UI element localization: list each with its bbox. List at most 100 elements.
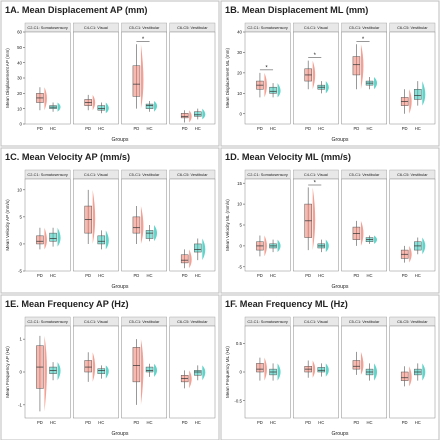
facet-area bbox=[24, 31, 71, 125]
x-tick-label: HC bbox=[195, 126, 201, 131]
x-tick-label: PD bbox=[182, 273, 188, 278]
facet-area bbox=[389, 325, 436, 419]
x-tick-label: HC bbox=[50, 420, 56, 425]
y-tick-label: 10 bbox=[17, 106, 22, 111]
hc-density bbox=[105, 102, 109, 114]
hc-density bbox=[57, 362, 61, 381]
x-tick-label: PD bbox=[257, 420, 263, 425]
x-tick-label: HC bbox=[98, 273, 104, 278]
x-tick-label: HC bbox=[270, 126, 276, 131]
facet-label: C6-C5: Vestibular bbox=[397, 172, 428, 177]
y-axis-label: Mean Displacement ML (mm) bbox=[225, 47, 230, 108]
facet-area bbox=[169, 31, 216, 125]
x-tick-label: PD bbox=[305, 126, 311, 131]
x-tick-label: HC bbox=[98, 126, 104, 131]
hc-density bbox=[154, 101, 158, 112]
x-tick-label: HC bbox=[415, 126, 421, 131]
facet-label: C5-C1: Vestibular bbox=[349, 319, 380, 324]
hc-box bbox=[97, 105, 106, 111]
panel-2: 1B. Mean Displacement ML (mm) Mean Displa… bbox=[220, 0, 440, 147]
facet-label: C6-C5: Vestibular bbox=[177, 319, 208, 324]
y-tick-label: 30 bbox=[237, 50, 242, 55]
pd-density bbox=[264, 72, 267, 98]
hc-density bbox=[277, 83, 281, 98]
pd-density bbox=[92, 189, 96, 244]
facet-area bbox=[121, 31, 167, 125]
hc-density bbox=[202, 238, 206, 261]
facet-area bbox=[341, 178, 387, 272]
x-tick-label: PD bbox=[85, 126, 91, 131]
x-tick-label: HC bbox=[50, 273, 56, 278]
pd-density bbox=[44, 87, 47, 111]
x-tick-label: HC bbox=[147, 420, 153, 425]
x-tick-label: PD bbox=[37, 273, 43, 278]
x-tick-label: HC bbox=[367, 126, 373, 131]
hc-density bbox=[105, 365, 109, 379]
x-axis-label: Groups bbox=[331, 137, 348, 143]
facet-label: C2-C1: Somatosensory bbox=[27, 319, 67, 324]
facet-area bbox=[293, 325, 339, 419]
x-tick-label: HC bbox=[367, 273, 373, 278]
pd-density bbox=[360, 220, 364, 246]
facet-area bbox=[169, 325, 216, 419]
pd-density bbox=[189, 110, 192, 123]
hc-density bbox=[325, 81, 329, 94]
significance-star: * bbox=[362, 37, 365, 43]
panel-1: 1A. Mean Displacement AP (mm) Mean Displa… bbox=[0, 0, 220, 147]
pd-box bbox=[36, 235, 44, 245]
hc-density bbox=[422, 363, 426, 381]
x-tick-label: HC bbox=[367, 420, 373, 425]
facet-label: C5-C1: Vestibular bbox=[129, 319, 160, 324]
hc-box bbox=[194, 111, 202, 117]
hc-box bbox=[145, 103, 154, 109]
x-tick-label: PD bbox=[182, 126, 188, 131]
hc-box bbox=[97, 235, 106, 245]
x-tick-label: HC bbox=[270, 420, 276, 425]
x-tick-label: HC bbox=[270, 273, 276, 278]
x-tick-label: HC bbox=[50, 126, 56, 131]
x-tick-label: PD bbox=[354, 420, 360, 425]
facet-label: C4-C1: Visual bbox=[84, 319, 108, 324]
y-axis-label: Mean Displacement AP (mm) bbox=[5, 48, 10, 108]
x-tick-label: PD bbox=[305, 420, 311, 425]
pd-box bbox=[400, 371, 409, 381]
y-tick-label: 40 bbox=[237, 30, 242, 35]
y-tick-label: -0.5 bbox=[234, 398, 242, 403]
pd-density bbox=[409, 89, 412, 114]
y-tick-label: 0 bbox=[240, 370, 243, 375]
facet-label: C5-C1: Vestibular bbox=[129, 172, 160, 177]
x-axis-label: Groups bbox=[331, 431, 348, 437]
panel-title: 1D. Mean Velocity ML (mm/s) bbox=[225, 152, 351, 162]
pd-box bbox=[132, 216, 141, 234]
pd-density bbox=[264, 357, 267, 381]
x-tick-label: PD bbox=[85, 420, 91, 425]
hc-density bbox=[374, 76, 378, 90]
x-tick-label: PD bbox=[182, 420, 188, 425]
hc-density bbox=[154, 363, 158, 377]
facet-label: C4-C1: Visual bbox=[304, 319, 328, 324]
facet-label: C4-C1: Visual bbox=[304, 172, 328, 177]
hc-density bbox=[374, 363, 378, 381]
x-tick-label: PD bbox=[37, 126, 43, 131]
facet-label: C2-C1: Somatosensory bbox=[27, 25, 67, 30]
facet-area bbox=[389, 178, 436, 272]
pd-density bbox=[312, 60, 316, 90]
x-tick-label: PD bbox=[134, 273, 140, 278]
panel-title: 1C. Mean Velocity AP (mm/s) bbox=[5, 152, 130, 162]
pd-density bbox=[264, 235, 267, 257]
y-axis-label: Mean Frequency AP (Hz) bbox=[5, 346, 10, 398]
y-tick-label: 10 bbox=[237, 202, 242, 207]
pd-density bbox=[140, 339, 144, 405]
facet-area bbox=[24, 178, 71, 272]
hc-box bbox=[97, 368, 106, 374]
y-tick-label: 0 bbox=[20, 242, 23, 247]
hc-box bbox=[414, 88, 422, 100]
hc-box bbox=[145, 230, 154, 239]
y-tick-label: 20 bbox=[17, 91, 22, 96]
hc-density bbox=[57, 102, 61, 112]
y-axis-label: Mean Frequency ML (Hz) bbox=[225, 346, 230, 398]
panel-title: 1A. Mean Displacement AP (mm) bbox=[5, 5, 147, 15]
x-tick-label: PD bbox=[134, 420, 140, 425]
hc-box bbox=[317, 367, 326, 373]
facet-area bbox=[73, 178, 119, 272]
